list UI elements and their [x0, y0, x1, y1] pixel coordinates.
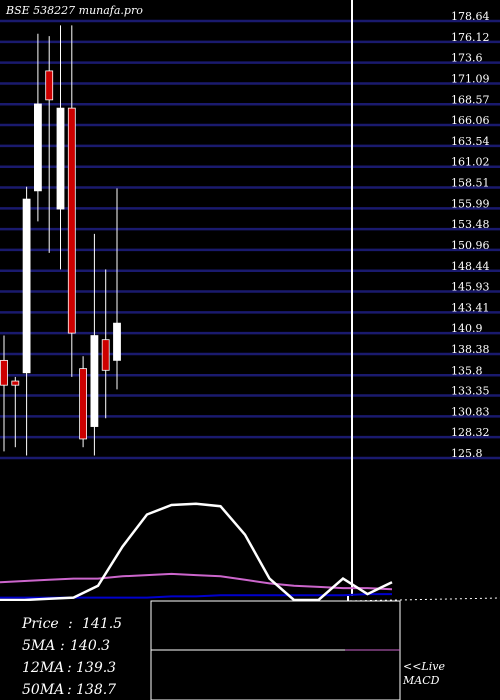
- price-tick-label: 145.93: [451, 281, 490, 294]
- candle: [113, 188, 121, 390]
- price-tick-label: 130.83: [451, 405, 490, 418]
- candle-body: [56, 107, 65, 210]
- candle-body: [45, 70, 54, 101]
- price-sep: :: [68, 616, 73, 632]
- candle: [45, 36, 54, 253]
- ma12-value: 139.3: [76, 660, 116, 676]
- price-tick-label: 166.06: [451, 114, 490, 127]
- price-tick-label: 168.57: [451, 93, 490, 106]
- candle: [22, 186, 31, 456]
- watermark-text: BSE 538227 munafa.pro: [5, 4, 143, 17]
- candle-body: [113, 322, 121, 361]
- price-label: Price: [21, 616, 59, 632]
- price-value: 141.5: [82, 616, 122, 632]
- info-price-row: Price : 141.5: [21, 616, 122, 632]
- price-gridlines: [0, 19, 500, 460]
- price-tick-label: 171.09: [451, 72, 490, 85]
- info-ma50-row: 50MA : 138.7: [22, 682, 116, 698]
- price-tick-label: 128.32: [451, 426, 490, 439]
- price-tick-label: 150.96: [451, 239, 490, 252]
- live-label: <<Live: [403, 660, 445, 673]
- candle-body: [90, 335, 99, 427]
- price-tick-label: 143.41: [451, 301, 490, 314]
- price-tick-label: 178.64: [451, 10, 490, 23]
- price-tick-label: 161.02: [451, 156, 490, 169]
- candle: [34, 33, 42, 222]
- candle: [101, 269, 110, 419]
- candle-body: [34, 103, 42, 192]
- price-tick-label: 148.44: [451, 260, 490, 273]
- price-tick-label: 155.99: [451, 197, 490, 210]
- candle: [90, 233, 99, 456]
- candle-body: [67, 107, 76, 334]
- price-tick-label: 153.48: [451, 218, 490, 231]
- ma12-label: 12MA: [22, 660, 64, 676]
- ma50-label: 50MA: [22, 682, 64, 698]
- ma50-value: 138.7: [76, 682, 116, 698]
- price-tick-label: 138.38: [451, 343, 490, 356]
- candle: [0, 335, 8, 452]
- price-axis: 178.64 176.12 173.6 171.09 168.57 166.06 163.5…: [451, 10, 490, 460]
- candle-body: [101, 339, 110, 371]
- info-ma12-row: 12MA : 139.3: [22, 660, 116, 676]
- candle: [56, 25, 65, 270]
- ma5-label: 5MA: [22, 638, 55, 654]
- price-tick-label: 163.54: [451, 135, 490, 148]
- macd-line: [0, 502, 393, 602]
- macd-signal-line: [0, 572, 393, 591]
- candle-body: [22, 198, 31, 374]
- price-tick-label: 176.12: [451, 31, 490, 44]
- price-tick-label: 133.35: [451, 385, 490, 398]
- price-tick-label: 135.8: [451, 364, 483, 377]
- candle: [79, 356, 87, 448]
- info-ma5-row: 5MA : 140.3: [22, 638, 110, 654]
- ma12-sep: :: [67, 660, 72, 676]
- price-tick-label: 125.8: [451, 447, 483, 460]
- candle-body: [11, 380, 20, 386]
- candle: [11, 376, 20, 448]
- candle: [67, 25, 76, 377]
- price-tick-label: 140.9: [451, 322, 483, 335]
- ma5-value: 140.3: [70, 638, 110, 654]
- ma5-sep: :: [60, 638, 65, 654]
- macd-label: MACD: [402, 674, 440, 687]
- price-tick-label: 158.51: [451, 176, 490, 189]
- candle-body: [79, 368, 87, 440]
- candle-body: [0, 359, 8, 386]
- candlesticks: [0, 25, 121, 456]
- ma50-sep: :: [67, 682, 72, 698]
- price-tick-label: 173.6: [451, 52, 483, 65]
